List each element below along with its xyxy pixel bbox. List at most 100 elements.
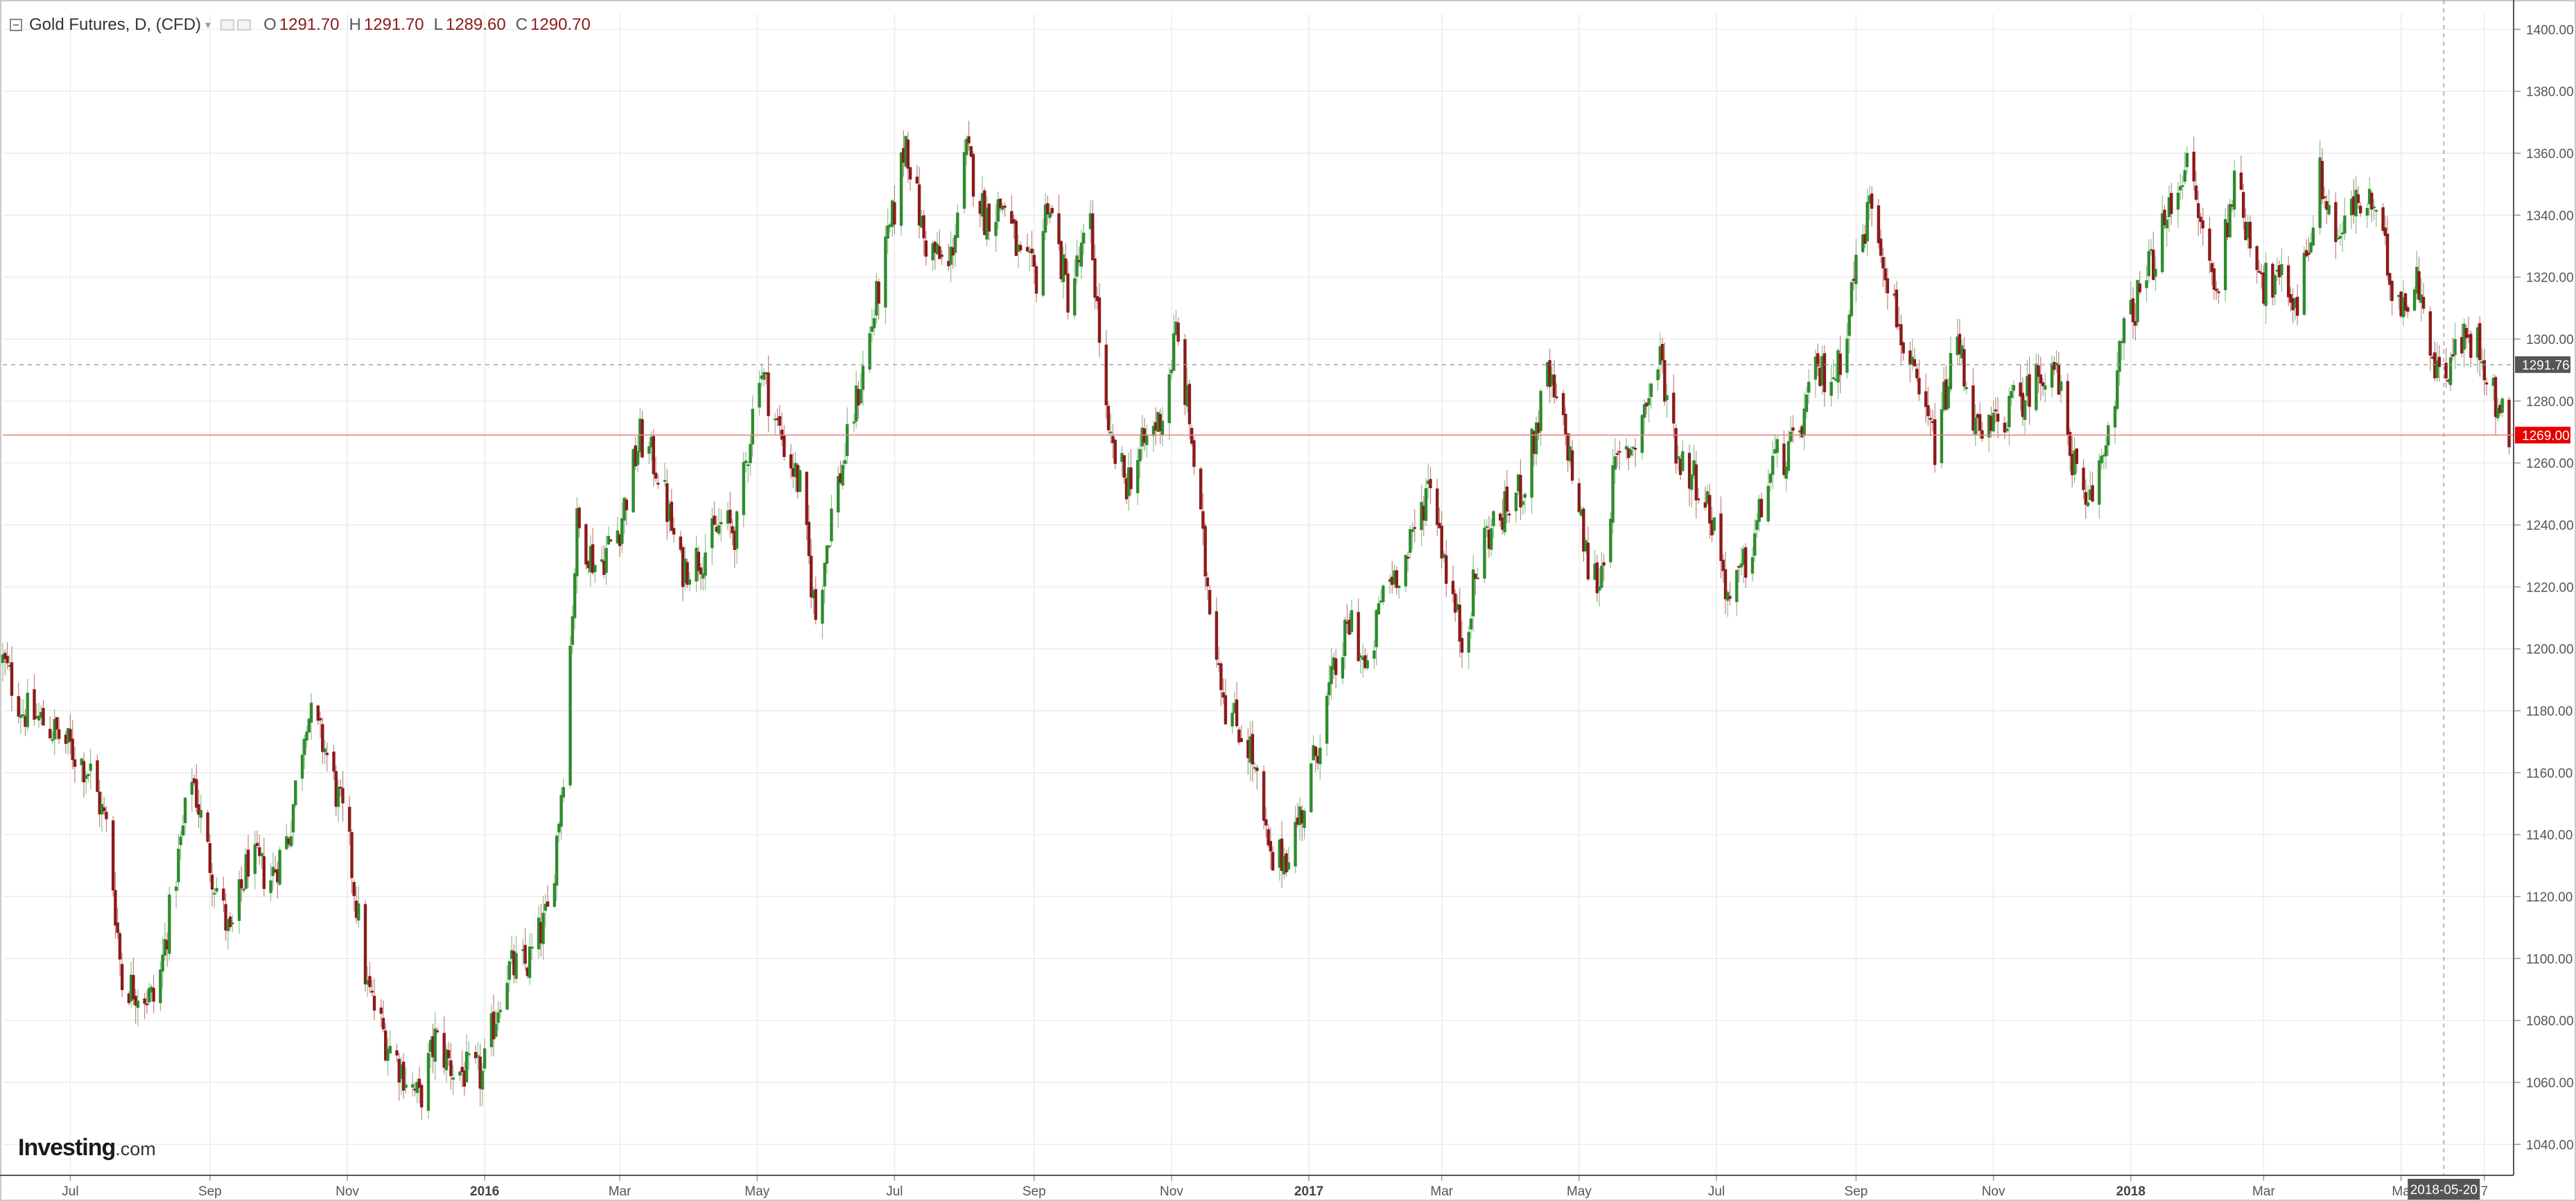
- close-label: C: [515, 15, 528, 34]
- candle-body: [228, 916, 232, 928]
- candle-body: [1395, 570, 1398, 588]
- candle-body: [2381, 207, 2385, 231]
- candle-body: [1364, 655, 1367, 668]
- candle-body: [2453, 339, 2457, 356]
- candle-body: [2322, 196, 2326, 198]
- candle-body: [543, 904, 548, 911]
- candle-body: [1032, 254, 1036, 267]
- x-tick-label: 2016: [470, 1184, 499, 1199]
- overlay-layer: 1269.00 1291.76 2018-05-20: [3, 0, 2570, 1200]
- candle-body: [449, 1060, 453, 1076]
- candle-body: [21, 714, 25, 716]
- candle-body: [541, 913, 545, 944]
- candle-body: [2451, 354, 2455, 357]
- candle-body: [656, 483, 660, 485]
- candle-body: [967, 136, 971, 144]
- candle-body: [1424, 487, 1428, 521]
- hide-mini-icon[interactable]: [237, 19, 252, 31]
- high-label: H: [349, 15, 361, 34]
- candle-body: [1658, 346, 1662, 365]
- candle-body: [902, 148, 905, 163]
- candle-body: [2185, 153, 2189, 167]
- candle-body: [1895, 289, 1899, 328]
- candle-body: [2131, 298, 2135, 322]
- candle-body: [2120, 340, 2123, 343]
- candle-body: [789, 454, 793, 469]
- candle-body: [962, 152, 966, 209]
- candle-body: [1564, 413, 1567, 435]
- candle-body: [559, 795, 563, 827]
- candle-body: [1976, 414, 1980, 418]
- candle-body: [58, 729, 61, 739]
- symbol-title[interactable]: Gold Futures, D, (CFD): [29, 15, 202, 34]
- candle-body: [1694, 464, 1698, 501]
- candle-body: [105, 811, 108, 820]
- candle-body: [965, 139, 968, 155]
- candle-body: [1454, 593, 1457, 613]
- candle-body: [2428, 311, 2433, 356]
- candle-body: [2500, 398, 2504, 413]
- caret-down-icon[interactable]: ▾: [205, 19, 211, 31]
- candle-body: [165, 940, 169, 950]
- candle-body: [607, 535, 611, 545]
- candle-body: [3, 653, 7, 659]
- candle-body: [1911, 356, 1914, 365]
- candle-body: [1156, 412, 1160, 432]
- candle-body: [89, 763, 92, 771]
- candle-body: [814, 589, 817, 620]
- candle-body: [2286, 265, 2290, 297]
- candle-body: [1269, 840, 1273, 852]
- candle-body: [767, 372, 770, 417]
- candle-body: [100, 804, 104, 815]
- candle-body: [1325, 695, 1329, 744]
- candle-body: [1346, 621, 1349, 624]
- candle-body: [2325, 201, 2329, 210]
- candle-body: [444, 1049, 449, 1071]
- open-label: O: [263, 15, 277, 34]
- x-tick-label: Mar: [2252, 1184, 2275, 1199]
- candle-body: [2498, 404, 2502, 413]
- candle-body: [2482, 360, 2486, 381]
- candle-body: [467, 1053, 471, 1055]
- candle-body: [215, 888, 218, 892]
- candle-body: [1093, 258, 1097, 298]
- candle-body: [2084, 492, 2087, 505]
- candle-body: [363, 904, 367, 985]
- candle-body: [1420, 501, 1423, 530]
- candle-body: [877, 282, 880, 304]
- candle-body: [1012, 219, 1016, 224]
- settings-mini-icon[interactable]: [220, 19, 235, 31]
- candle-body: [2340, 232, 2344, 234]
- candle-body: [129, 974, 133, 1001]
- candle-body: [2057, 363, 2061, 395]
- candle-body: [760, 375, 763, 379]
- candle-body: [2430, 356, 2435, 359]
- candle-body: [206, 812, 209, 842]
- candle-body: [839, 473, 842, 483]
- candle-body: [411, 1084, 415, 1088]
- candle-body: [1802, 408, 1806, 435]
- candle-body: [2475, 327, 2480, 358]
- candle-body: [2136, 279, 2139, 322]
- candle-body: [2289, 293, 2292, 303]
- collapse-icon[interactable]: [10, 19, 22, 31]
- candle-body: [152, 987, 155, 1002]
- close-value: 1290.70: [530, 15, 591, 34]
- y-tick-label: 1040.00: [2526, 1138, 2574, 1152]
- candle-body: [1073, 278, 1077, 316]
- candle-body: [2041, 382, 2045, 386]
- candle-body: [2462, 323, 2466, 350]
- candle-body: [505, 983, 509, 1010]
- candle-body: [1476, 577, 1479, 580]
- candle-body: [262, 856, 266, 889]
- candle-body: [841, 465, 844, 486]
- x-tick-label: Sep: [198, 1184, 222, 1199]
- candle-body: [1852, 278, 1856, 282]
- candle-body: [994, 222, 998, 236]
- candle-body: [1705, 491, 1709, 504]
- candle-body: [604, 548, 608, 573]
- candle-body: [2134, 321, 2137, 326]
- candle-body: [600, 559, 604, 562]
- candle-body: [2053, 361, 2056, 370]
